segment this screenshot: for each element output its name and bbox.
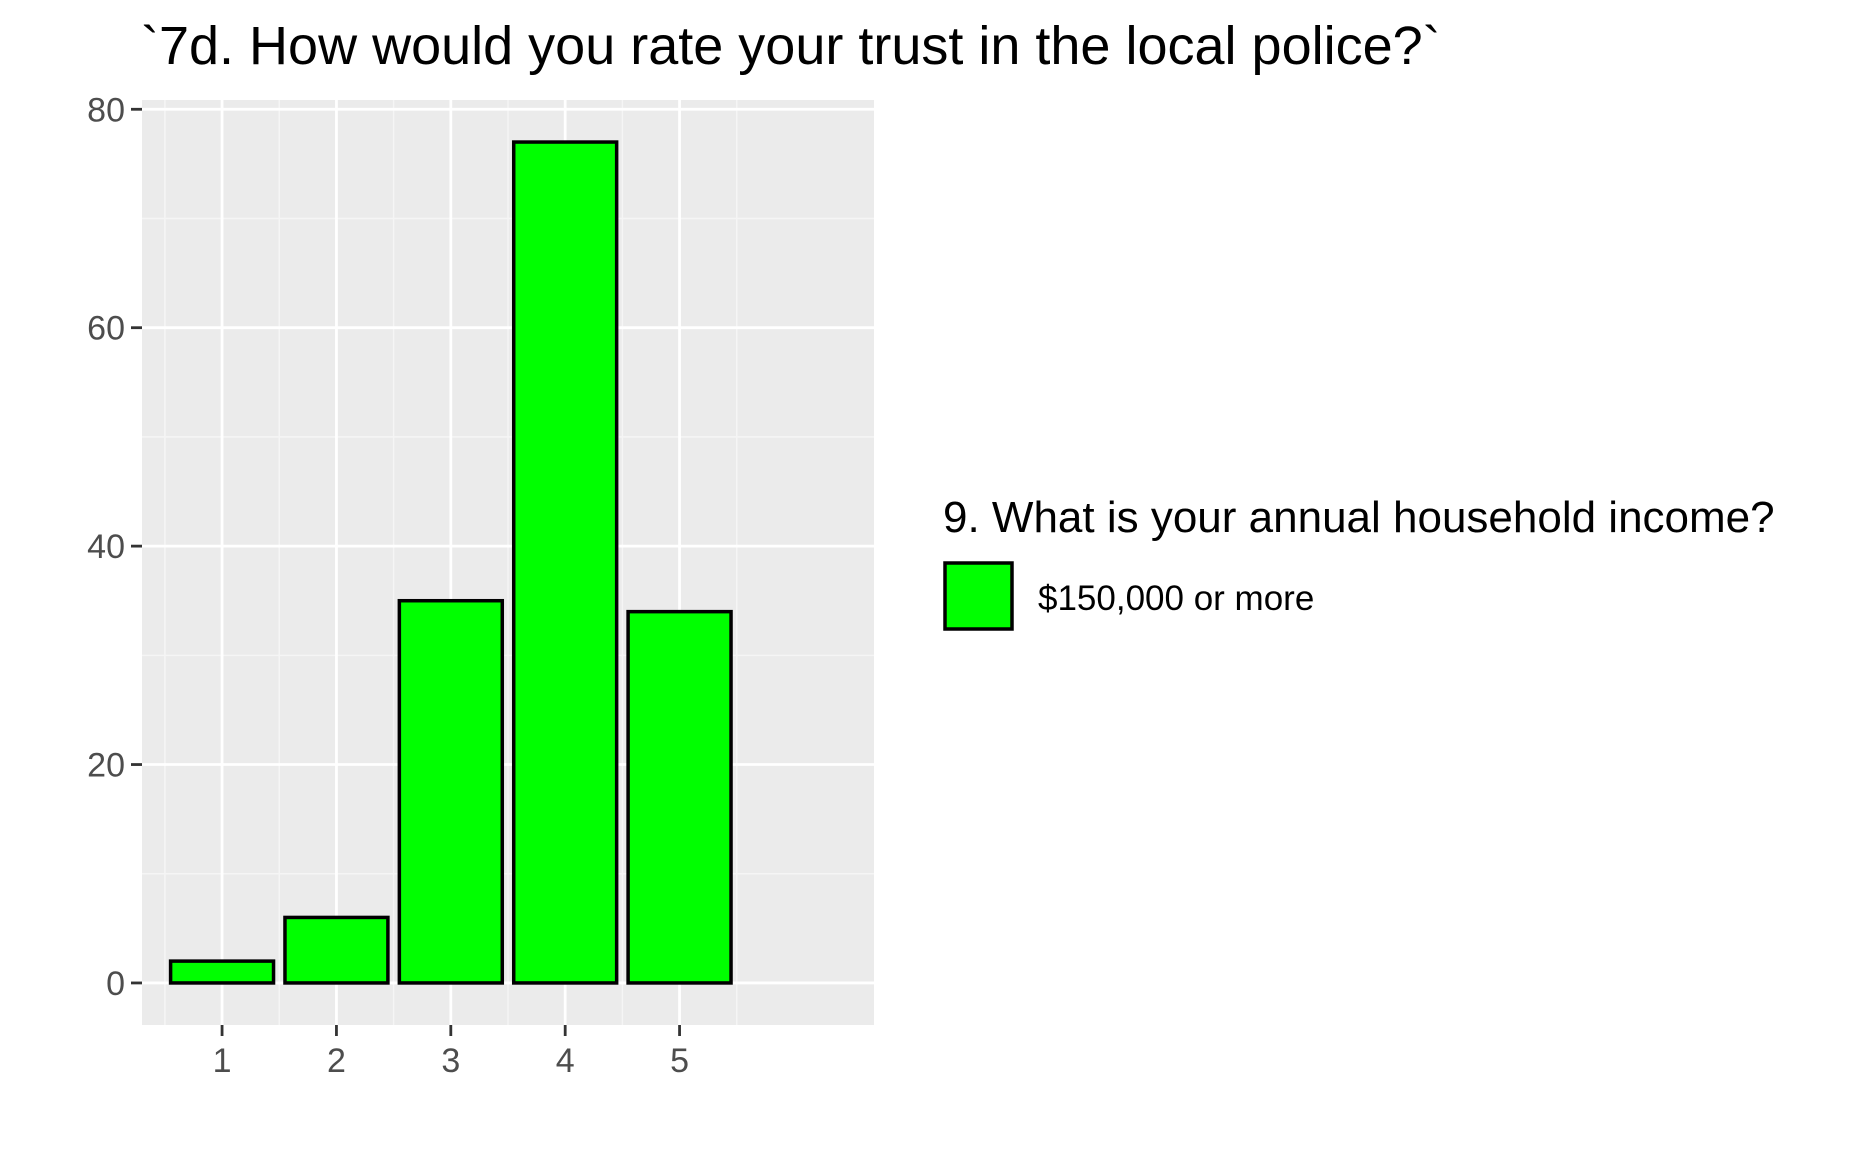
- legend-title: 9. What is your annual household income?: [943, 493, 1775, 542]
- x-tick-label: 2: [327, 1042, 346, 1080]
- x-tick-label: 4: [556, 1042, 575, 1080]
- legend-key-swatch: [943, 561, 1014, 631]
- minor-gridlines: [142, 100, 874, 1025]
- y-tick-label: 20: [87, 747, 125, 785]
- y-tick-label: 80: [87, 91, 125, 129]
- x-axis: 1 2 3 4 5: [213, 1025, 689, 1080]
- bar-4: [511, 140, 619, 985]
- chart-title: `7d. How would you rate your trust in th…: [141, 16, 1441, 76]
- bar-1: [168, 959, 276, 985]
- bar-5: [626, 609, 733, 985]
- legend: 9. What is your annual household income?…: [943, 493, 1775, 631]
- y-tick-label: 0: [106, 965, 125, 1003]
- x-tick-label: 5: [670, 1042, 689, 1080]
- x-tick-label: 3: [441, 1042, 460, 1080]
- bar-2: [283, 915, 390, 985]
- legend-label: $150,000 or more: [1038, 579, 1314, 618]
- x-tick-label: 1: [213, 1042, 232, 1080]
- bars: [168, 140, 733, 985]
- y-tick-label: 40: [87, 528, 125, 566]
- y-tick-label: 60: [87, 310, 125, 348]
- y-axis: 0 20 40 60 80: [87, 91, 142, 1003]
- bar-3: [397, 598, 505, 985]
